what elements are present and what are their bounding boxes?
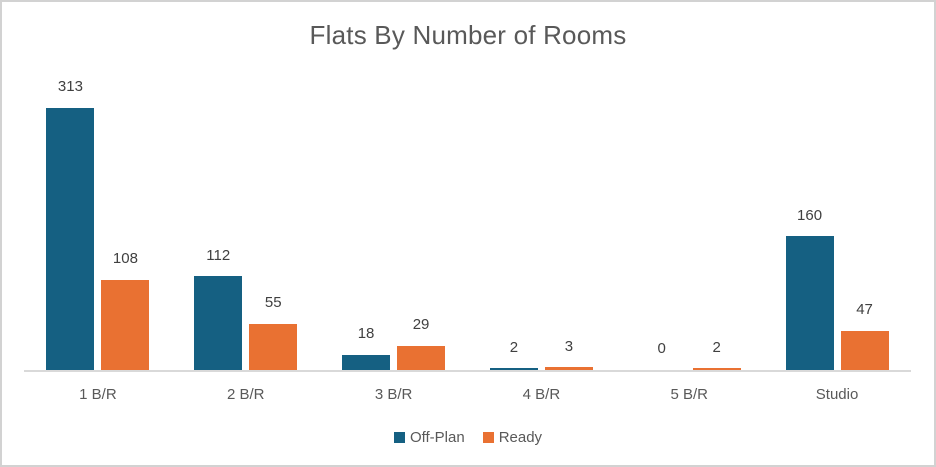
data-label: 18 <box>357 325 375 343</box>
legend-item-ready: Ready <box>482 428 543 446</box>
category-label: 3 B/R <box>374 385 413 403</box>
bar-ready <box>692 368 741 370</box>
data-label: 112 <box>206 246 231 264</box>
bar-group: 0 <box>638 341 686 370</box>
legend-label: Off-Plan <box>409 428 465 446</box>
bar-ready <box>544 367 593 370</box>
category-group-2-b-r: 112 55 <box>172 108 320 370</box>
data-label: 47 <box>856 301 873 319</box>
bar-group: 160 <box>785 206 834 370</box>
data-label: 2 <box>509 338 519 356</box>
category-group-studio: 160 47 <box>763 108 911 370</box>
bar-ready <box>249 323 298 370</box>
data-label: 3 <box>564 337 574 355</box>
data-label: 29 <box>412 316 430 334</box>
data-label: 55 <box>264 294 282 312</box>
plot-area: 313 108 112 55 18 29 2 3 0 2 160 47 <box>24 79 911 372</box>
category-group-1-b-r: 313 108 <box>24 79 172 370</box>
legend-swatch-icon <box>482 431 494 443</box>
bar-group: 18 <box>342 325 391 370</box>
category-label: 5 B/R <box>670 385 708 403</box>
data-label: 2 <box>712 338 721 356</box>
bar-off-plan <box>194 276 243 370</box>
category-label: Studio <box>815 385 859 403</box>
bar-ready <box>101 279 150 370</box>
legend-item-off-plan: Off-Plan <box>393 428 465 446</box>
bar-group: 2 <box>692 338 741 370</box>
category-label: 2 B/R <box>226 385 265 403</box>
bar-ready <box>397 345 446 370</box>
bar-group: 29 <box>397 316 446 370</box>
data-label: 160 <box>797 206 823 224</box>
bar-group: 2 <box>489 338 538 370</box>
bar-off-plan <box>489 368 538 370</box>
category-label: 1 B/R <box>79 385 117 403</box>
category-axis: 1 B/R 2 B/R 3 B/R 4 B/R 5 B/R Studio <box>24 386 911 403</box>
category-label: 4 B/R <box>522 385 561 403</box>
chart-title: Flats By Number of Rooms <box>309 20 627 50</box>
bar-group: 3 <box>544 337 593 370</box>
data-label: 108 <box>112 250 138 267</box>
bar-group: 313 <box>46 78 95 370</box>
bar-group: 112 <box>194 246 243 370</box>
data-label: 313 <box>57 78 83 96</box>
bar-group: 55 <box>249 294 298 370</box>
data-label: 0 <box>657 340 666 358</box>
legend-swatch-icon <box>393 431 405 443</box>
bar-off-plan <box>46 107 95 370</box>
bar-ready <box>840 330 889 370</box>
legend: Off-Plan Ready <box>2 429 934 446</box>
category-group-3-b-r: 18 29 <box>320 108 468 370</box>
bar-off-plan <box>342 354 391 370</box>
bar-group: 47 <box>840 301 889 370</box>
bar-off-plan <box>785 236 834 370</box>
bar-group: 108 <box>101 250 150 370</box>
legend-label: Ready <box>498 428 543 446</box>
